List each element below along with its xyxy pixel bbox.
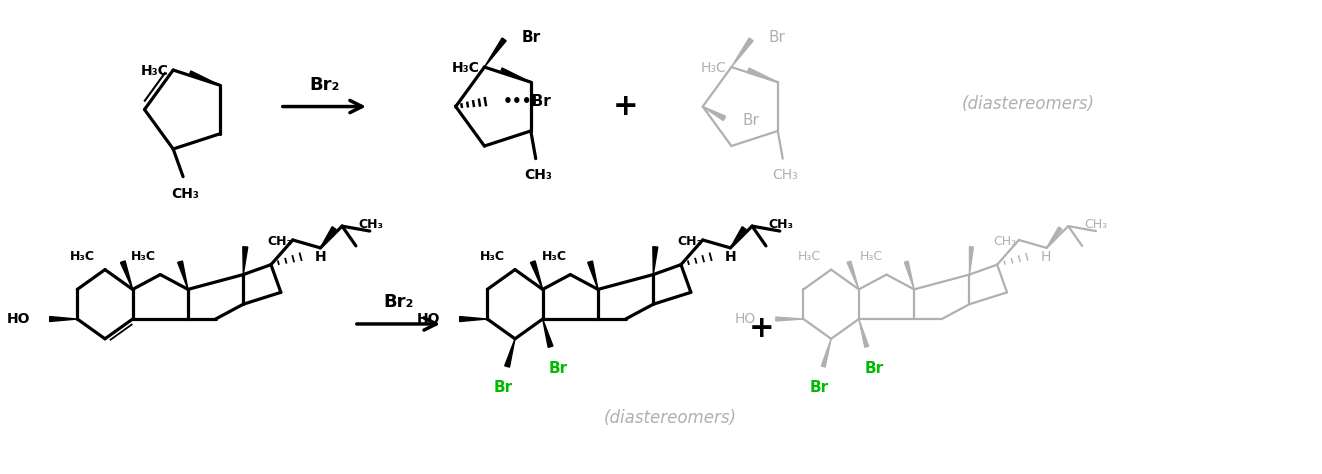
Text: Br: Br — [742, 113, 759, 128]
Text: (diastereomers): (diastereomers) — [961, 95, 1095, 113]
Polygon shape — [731, 38, 754, 67]
Text: H₃C: H₃C — [859, 250, 883, 263]
Text: H₃C: H₃C — [70, 250, 95, 263]
Text: CH₃: CH₃ — [1084, 218, 1108, 231]
Text: +: + — [613, 92, 639, 121]
Polygon shape — [320, 227, 336, 248]
Text: H₃C: H₃C — [131, 250, 156, 263]
Polygon shape — [904, 261, 914, 290]
Polygon shape — [653, 246, 658, 274]
Polygon shape — [821, 339, 832, 367]
Polygon shape — [847, 261, 859, 290]
Text: +: + — [750, 314, 775, 343]
Text: •••Br: •••Br — [504, 94, 551, 109]
Text: CH₃: CH₃ — [358, 218, 383, 231]
Polygon shape — [776, 317, 804, 321]
Polygon shape — [505, 339, 516, 367]
Polygon shape — [243, 246, 247, 274]
Polygon shape — [500, 68, 531, 82]
Text: CH₃: CH₃ — [171, 187, 200, 201]
Text: H₃C: H₃C — [452, 61, 480, 75]
Text: H: H — [315, 250, 327, 264]
Text: H: H — [724, 250, 736, 264]
Polygon shape — [1047, 227, 1062, 248]
Polygon shape — [542, 319, 553, 347]
Text: CH₃: CH₃ — [524, 168, 551, 182]
Text: H: H — [1040, 250, 1051, 264]
Polygon shape — [530, 261, 542, 290]
Polygon shape — [969, 247, 973, 274]
Text: Br: Br — [549, 361, 568, 375]
Text: Br: Br — [810, 380, 829, 395]
Text: Br: Br — [865, 361, 884, 375]
Text: Br: Br — [493, 380, 513, 395]
Text: H₃C: H₃C — [140, 64, 168, 78]
Polygon shape — [484, 38, 506, 67]
Text: H₃C: H₃C — [480, 250, 505, 263]
Polygon shape — [50, 317, 77, 321]
Polygon shape — [588, 261, 598, 290]
Text: Br₂: Br₂ — [383, 293, 414, 311]
Polygon shape — [460, 317, 488, 321]
Text: HO: HO — [7, 312, 30, 326]
Text: (diastereomers): (diastereomers) — [604, 409, 736, 427]
Text: CH₃: CH₃ — [772, 168, 797, 182]
Text: H₃C: H₃C — [701, 61, 726, 75]
Text: H₃C: H₃C — [542, 250, 566, 263]
Text: HO: HO — [416, 312, 440, 326]
Polygon shape — [747, 68, 777, 82]
Text: H₃C: H₃C — [798, 250, 821, 263]
Text: CH₃: CH₃ — [677, 236, 702, 248]
Text: CH₃: CH₃ — [993, 236, 1017, 248]
Polygon shape — [859, 319, 869, 347]
Text: CH₃: CH₃ — [768, 218, 793, 231]
Text: HO: HO — [735, 312, 756, 326]
Polygon shape — [189, 71, 219, 85]
Text: Br₂: Br₂ — [309, 76, 340, 94]
Text: CH₃: CH₃ — [267, 236, 292, 248]
Polygon shape — [730, 227, 746, 248]
Polygon shape — [120, 261, 132, 290]
Text: Br: Br — [522, 30, 541, 45]
Text: Br: Br — [769, 30, 785, 45]
Polygon shape — [177, 261, 188, 290]
Polygon shape — [703, 107, 726, 120]
